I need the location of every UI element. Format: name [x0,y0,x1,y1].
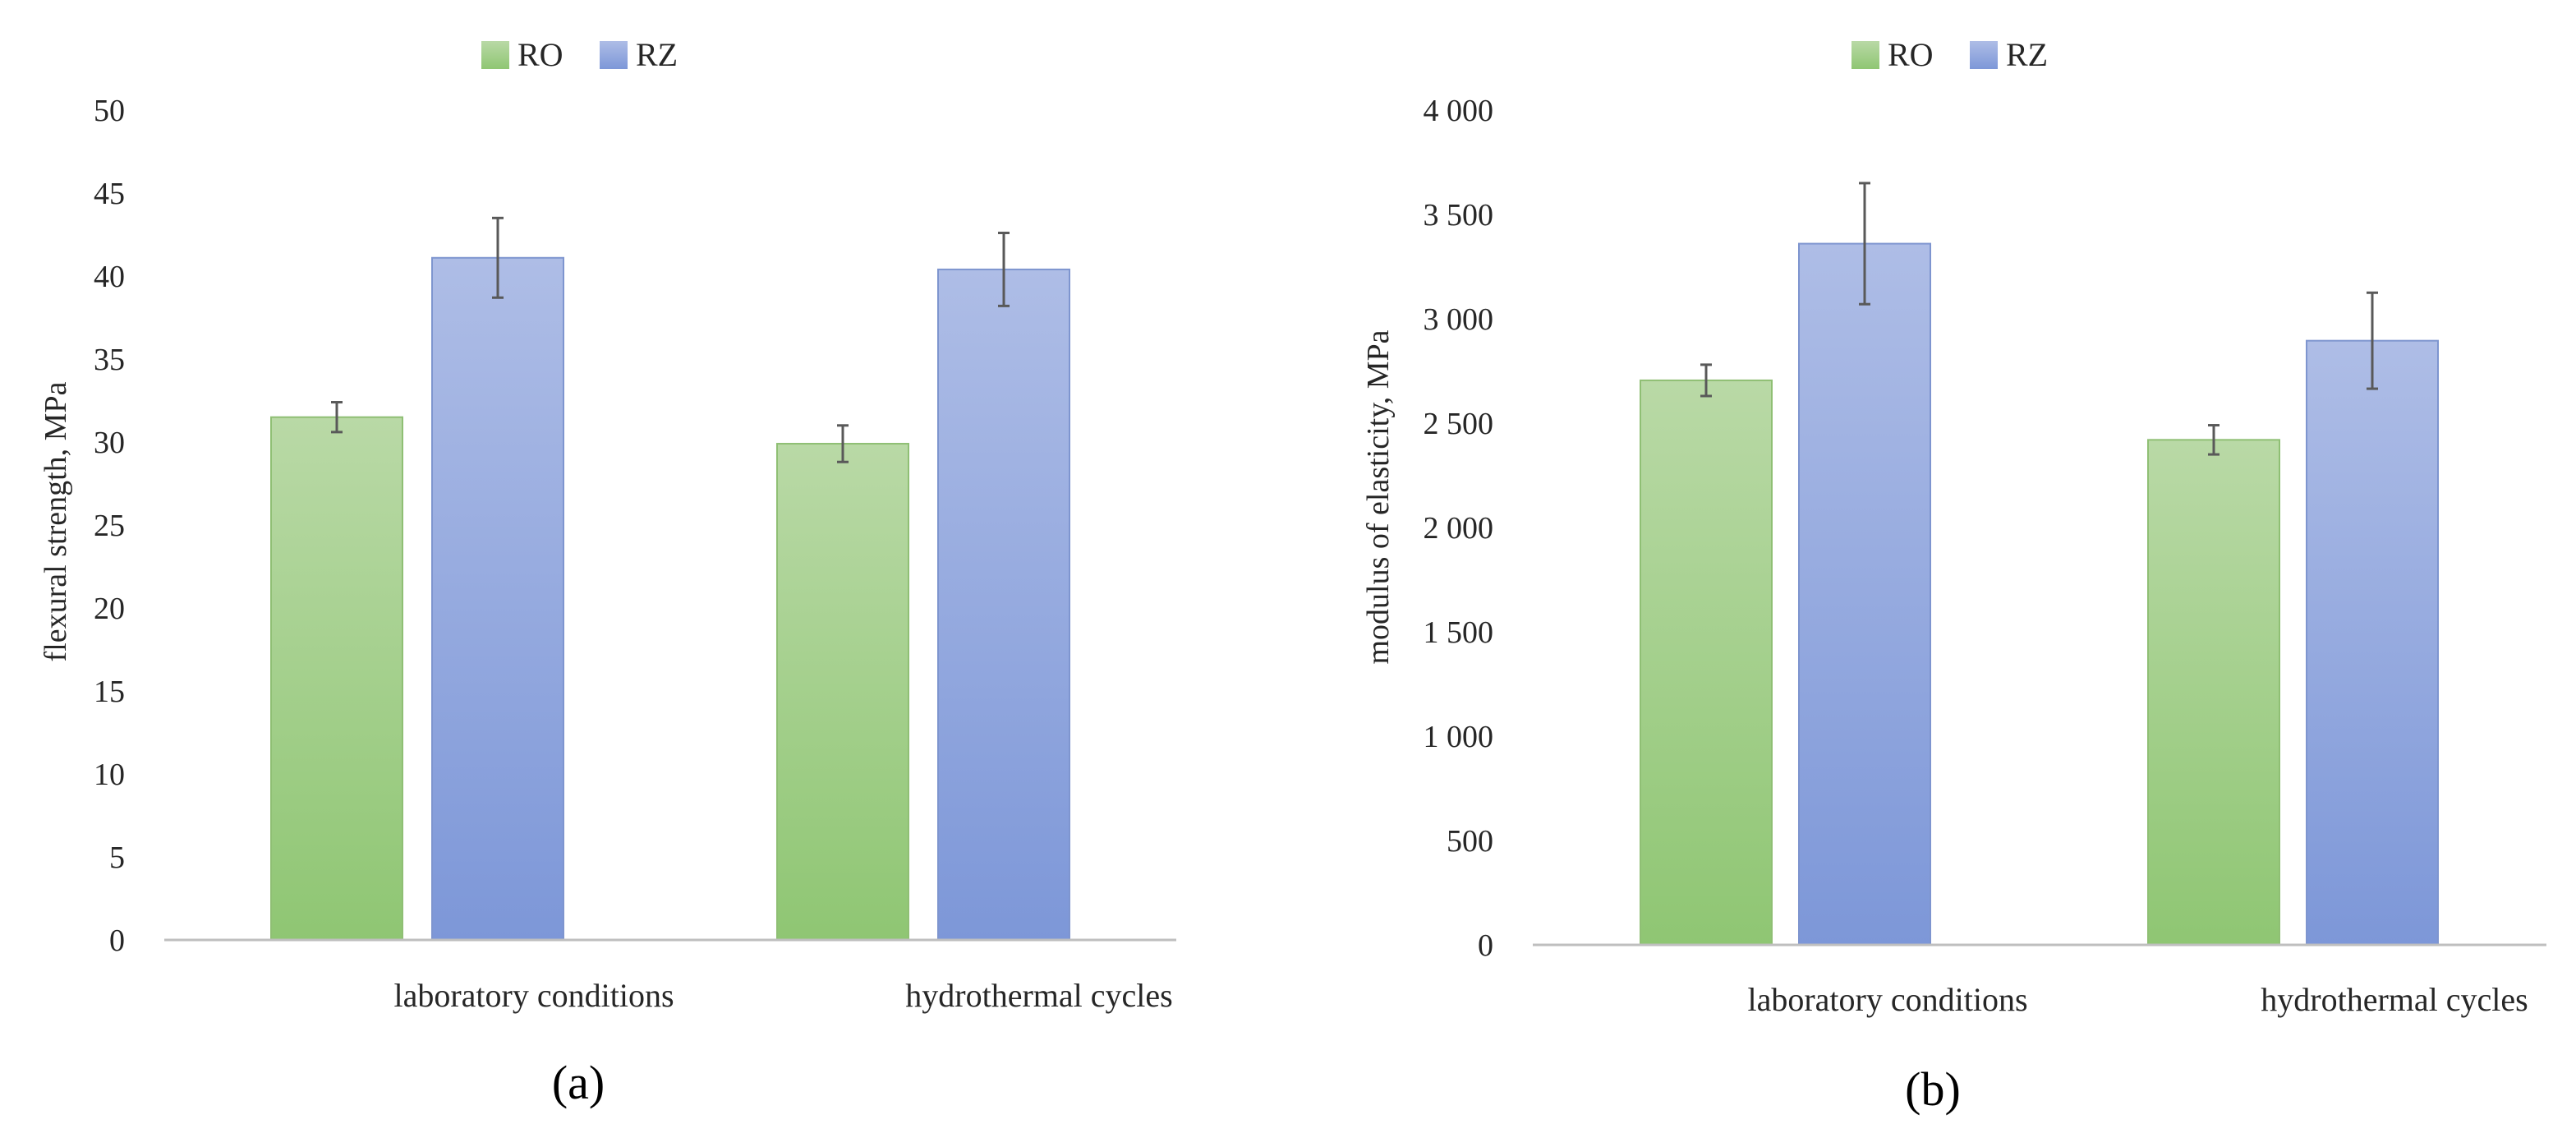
error-bar-ro-hydrothermal-cycles [837,424,849,463]
y-tick-label: 40 [94,260,125,294]
y-axis-label: flexural strength, MPa [39,381,73,661]
chart-flexural-strength: RO RZ flexural strength, MPa 0 5 10 15 20 25 3… [39,36,1176,1109]
bar-ro-hydrothermal-cycles [2147,439,2280,946]
legend-swatch-ro [1852,41,1879,69]
y-tick-label: 4 000 [1424,94,1494,128]
y-tick-label: 15 [94,675,125,709]
error-bar-ro-hydrothermal-cycles [2208,424,2220,456]
y-tick-label: 20 [94,592,125,626]
panel-label-b: (b) [1905,1062,1961,1116]
y-tick-label: 500 [1447,824,1493,859]
y-tick-label: 1 500 [1424,615,1494,650]
bar-rz-hydrothermal-cycles [2306,339,2439,947]
legend-label-ro: RO [1888,36,1934,73]
legend-label-rz: RZ [2006,36,2048,73]
y-tick-label: 25 [94,509,125,543]
bar-ro-laboratory-conditions [1640,379,1773,946]
error-bars [1700,182,2378,456]
error-bar-rz-hydrothermal-cycles [998,231,1010,307]
legend: RO RZ [481,36,678,73]
y-tick-label: 0 [1478,928,1493,963]
bar-ro-hydrothermal-cycles [776,443,909,941]
y-tick-label: 2 000 [1424,511,1494,546]
y-tick-label: 0 [109,924,125,958]
legend-swatch-ro [481,41,509,69]
error-bar-ro-laboratory-conditions [1700,363,1712,398]
y-axis-ticks: 0 500 1 000 1 500 2 000 2 500 3 000 3 500 4 000 [1424,94,1494,963]
y-axis-label: modulus of elasticity, MPa [1361,329,1396,664]
x-category-label: laboratory conditions [1747,981,2027,1018]
legend-swatch-rz [1970,41,1998,69]
chart-modulus-of-elasticity: RO RZ modulus of elasticity, MPa 0 500 1 0… [1361,36,2546,1116]
bars [270,256,1070,942]
legend-label-ro: RO [518,36,564,73]
bar-rz-hydrothermal-cycles [937,268,1070,942]
x-category-label: hydrothermal cycles [905,977,1172,1014]
error-bars [331,216,1010,463]
y-tick-label: 10 [94,758,125,792]
bar-ro-laboratory-conditions [270,416,403,941]
legend-label-rz: RZ [636,36,678,73]
bar-rz-laboratory-conditions [431,256,564,941]
y-axis-ticks: 0 5 10 15 20 25 30 35 40 45 50 [94,94,125,958]
error-bar-ro-laboratory-conditions [331,401,343,434]
y-tick-label: 35 [94,343,125,377]
x-category-label: hydrothermal cycles [2261,981,2528,1018]
x-axis-categories: laboratory conditions hydrothermal cycles [1747,981,2528,1018]
y-tick-label: 5 [109,841,125,875]
bar-rz-laboratory-conditions [1798,242,1931,946]
x-axis-categories: laboratory conditions hydrothermal cycles [393,977,1172,1014]
legend-swatch-rz [600,41,628,69]
error-bar-rz-laboratory-conditions [1859,182,1870,306]
y-tick-label: 3 500 [1424,198,1494,233]
panel-label-a: (a) [552,1056,605,1109]
legend: RO RZ [1852,36,2048,73]
y-tick-label: 50 [94,94,125,128]
y-tick-label: 1 000 [1424,720,1494,754]
y-tick-label: 3 000 [1424,302,1494,337]
y-tick-label: 30 [94,426,125,460]
error-bar-rz-laboratory-conditions [492,216,504,299]
bars [1640,242,2439,947]
y-tick-label: 45 [94,177,125,211]
error-bar-rz-hydrothermal-cycles [2367,291,2378,390]
x-category-label: laboratory conditions [393,977,674,1014]
y-tick-label: 2 500 [1424,407,1494,441]
